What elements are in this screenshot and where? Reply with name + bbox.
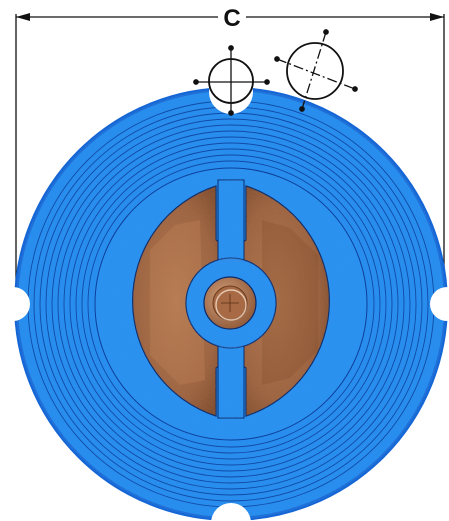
bolt-hole-centerline-icon	[193, 45, 270, 116]
sealing-grooves	[27, 100, 435, 508]
dimension-label: C	[218, 4, 246, 34]
valve-plates	[132, 185, 330, 417]
dimension-arrow-icon	[16, 13, 30, 21]
dimension-arrow-icon	[430, 13, 444, 21]
hub-assembly	[185, 179, 277, 419]
bolt-hole-centerline-icon	[274, 29, 358, 112]
